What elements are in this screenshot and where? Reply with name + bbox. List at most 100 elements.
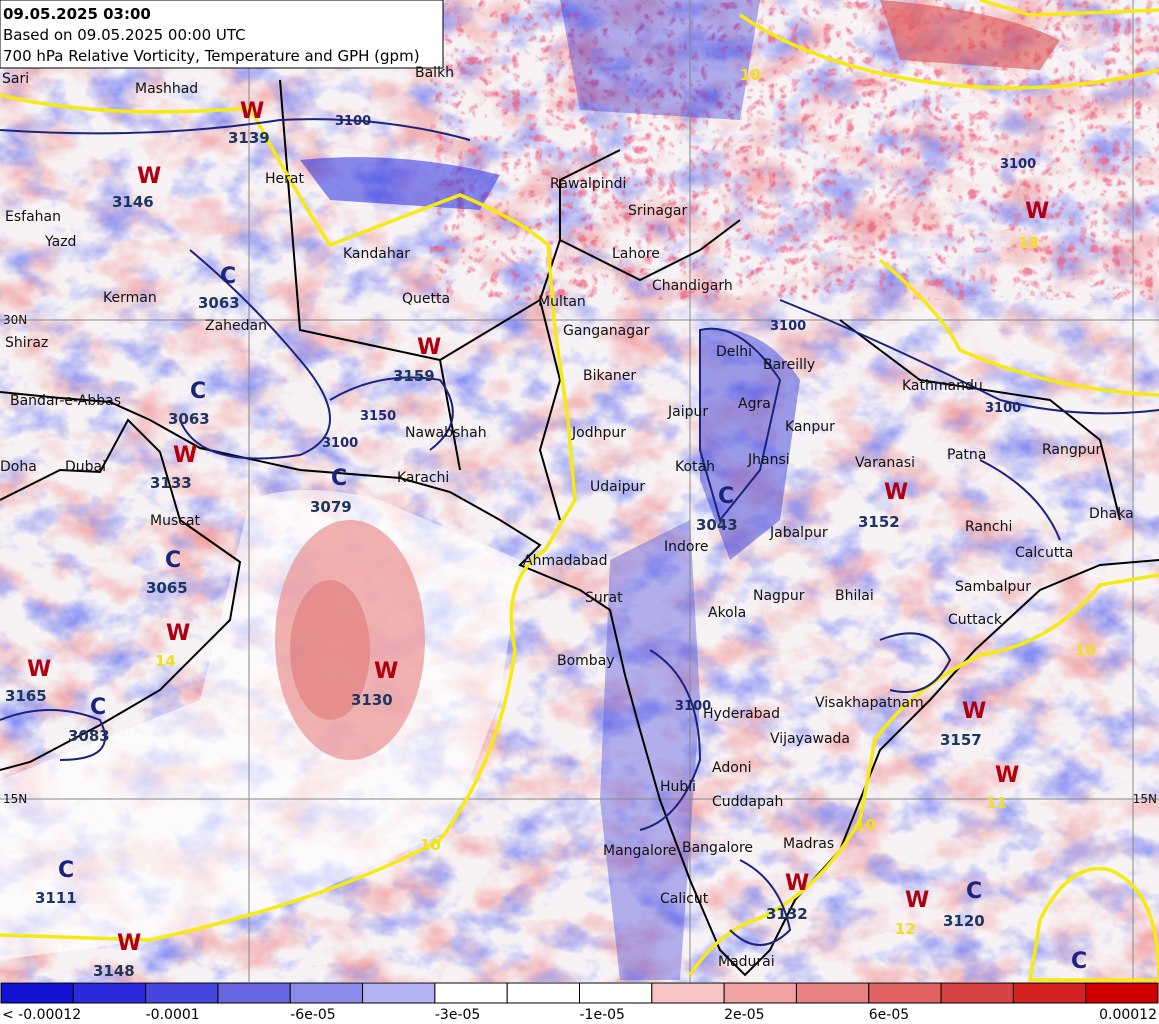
city-label: Rawalpindi	[550, 176, 626, 192]
header-title: 09.05.2025 03:00	[3, 5, 151, 23]
city-label: Kotah	[675, 459, 715, 475]
contour-label: 3150	[360, 409, 396, 424]
city-label: Kandahar	[343, 246, 410, 262]
city-label: Patna	[947, 447, 986, 463]
gph-value: 3165	[5, 687, 47, 705]
colorbar-swatch	[579, 982, 653, 1004]
city-label: Delhi	[716, 344, 752, 360]
system-letter: W	[27, 657, 51, 682]
city-label: Bhilai	[835, 588, 874, 604]
latitude-label: 15N	[1133, 792, 1157, 806]
field	[0, 0, 1159, 982]
city-label: Bikaner	[583, 368, 636, 384]
coastlines	[0, 79, 1159, 977]
contour-label: 3100	[770, 319, 806, 334]
city-label: Vijayawada	[770, 731, 850, 747]
colorbar-swatch	[72, 982, 147, 1004]
contour-label: 3100	[322, 436, 358, 451]
gph-value: 3083	[68, 727, 110, 745]
colorbar-swatch	[0, 982, 74, 1004]
city-label: Karachi	[397, 470, 449, 486]
city-label: Calicut	[660, 891, 709, 907]
colorbar-swatch	[1012, 982, 1087, 1004]
system-letter: C	[966, 879, 982, 904]
city-label: Ahmadabad	[523, 553, 608, 569]
city-label: Zahedan	[205, 318, 267, 334]
header-subtitle: 700 hPa Relative Vorticity, Temperature …	[3, 47, 420, 65]
city-label: Cuttack	[948, 612, 1003, 628]
contour-label: 3100	[335, 114, 371, 129]
gph-value: 3043	[696, 516, 738, 534]
city-label: Hyderabad	[703, 706, 780, 722]
city-label: Quetta	[402, 291, 450, 307]
gph-value: 3120	[943, 912, 985, 930]
contour-label: 3100	[675, 699, 711, 714]
system-letter: W	[173, 443, 197, 468]
system-letter: W	[137, 164, 161, 189]
system-letter: C	[331, 466, 347, 491]
temperature-value: 11	[986, 794, 1007, 812]
contour-label: 3100	[985, 401, 1021, 416]
city-label: Multan	[538, 294, 586, 310]
header-box	[0, 0, 444, 69]
colorbar-swatch	[940, 982, 1014, 1004]
latitude-label: 15N	[3, 792, 27, 806]
colorbar-swatch	[651, 982, 725, 1004]
city-label: Doha	[0, 459, 37, 475]
city-label: Bangalore	[682, 840, 753, 856]
contour-label: 3100	[1000, 157, 1036, 172]
gph-value: 3063	[198, 294, 240, 312]
city-label: Ranchi	[965, 519, 1012, 535]
city-label: Nagpur	[753, 588, 805, 604]
gph-value: 3132	[766, 905, 808, 923]
system-letter: W	[417, 335, 441, 360]
city-label: Lahore	[612, 246, 660, 262]
system-letter: C	[190, 379, 206, 404]
temperature-value: 14	[155, 652, 176, 670]
system-letter: W	[785, 871, 809, 896]
colorbar-swatch	[795, 982, 870, 1004]
colorbar-swatch	[145, 982, 219, 1004]
gph-value: 3063	[168, 410, 210, 428]
colorbar-label: -1e-05	[580, 1007, 625, 1023]
colorbar: < -0.00012 -0.0001 -6e-05 -3e-05 -1e-05 2e-05…	[0, 982, 1159, 1023]
contour-label: 10	[740, 66, 761, 84]
city-label: Jaipur	[667, 404, 708, 420]
city-label: Udaipur	[590, 479, 645, 495]
gph-contours	[0, 118, 1159, 946]
gph-value: 3152	[858, 513, 900, 531]
system-letter: W	[240, 99, 264, 124]
system-letter: C	[718, 484, 734, 509]
colorbar-swatch	[723, 982, 797, 1004]
colorbar-label: -3e-05	[435, 1007, 480, 1023]
colorbar-label: 2e-05	[724, 1007, 764, 1023]
city-label: Balkh	[415, 65, 454, 81]
system-letter: C	[58, 858, 74, 883]
city-label: Esfahan	[5, 209, 61, 225]
colorbar-label: 0.00012	[1099, 1007, 1157, 1023]
city-label: Nawabshah	[405, 425, 487, 441]
city-label: Mangalore	[603, 843, 677, 859]
city-label: Dubai	[65, 459, 106, 475]
colorbar-label: < -0.00012	[2, 1007, 81, 1023]
system-letter: W	[166, 621, 190, 646]
city-label: Varanasi	[855, 455, 915, 471]
graticule	[0, 0, 1159, 982]
city-label: Kanpur	[785, 419, 835, 435]
gph-value: 3065	[146, 579, 188, 597]
city-label: Akola	[708, 605, 746, 621]
system-letter: C	[90, 695, 106, 720]
colorbar-label: 6e-05	[869, 1007, 909, 1023]
colorbar-swatch	[506, 982, 580, 1004]
gph-value: 3157	[940, 731, 982, 749]
gph-value: 3133	[150, 474, 192, 492]
city-label: Dhaka	[1089, 506, 1134, 522]
system-letter: W	[995, 763, 1019, 788]
system-letter: W	[374, 659, 398, 684]
city-label: Bombay	[557, 653, 615, 669]
city-label: Madras	[783, 836, 834, 852]
system-letter: W	[905, 888, 929, 913]
city-label: Mashhad	[135, 81, 198, 97]
contour-label: 10	[1075, 641, 1096, 659]
city-label: Sari	[2, 71, 29, 87]
